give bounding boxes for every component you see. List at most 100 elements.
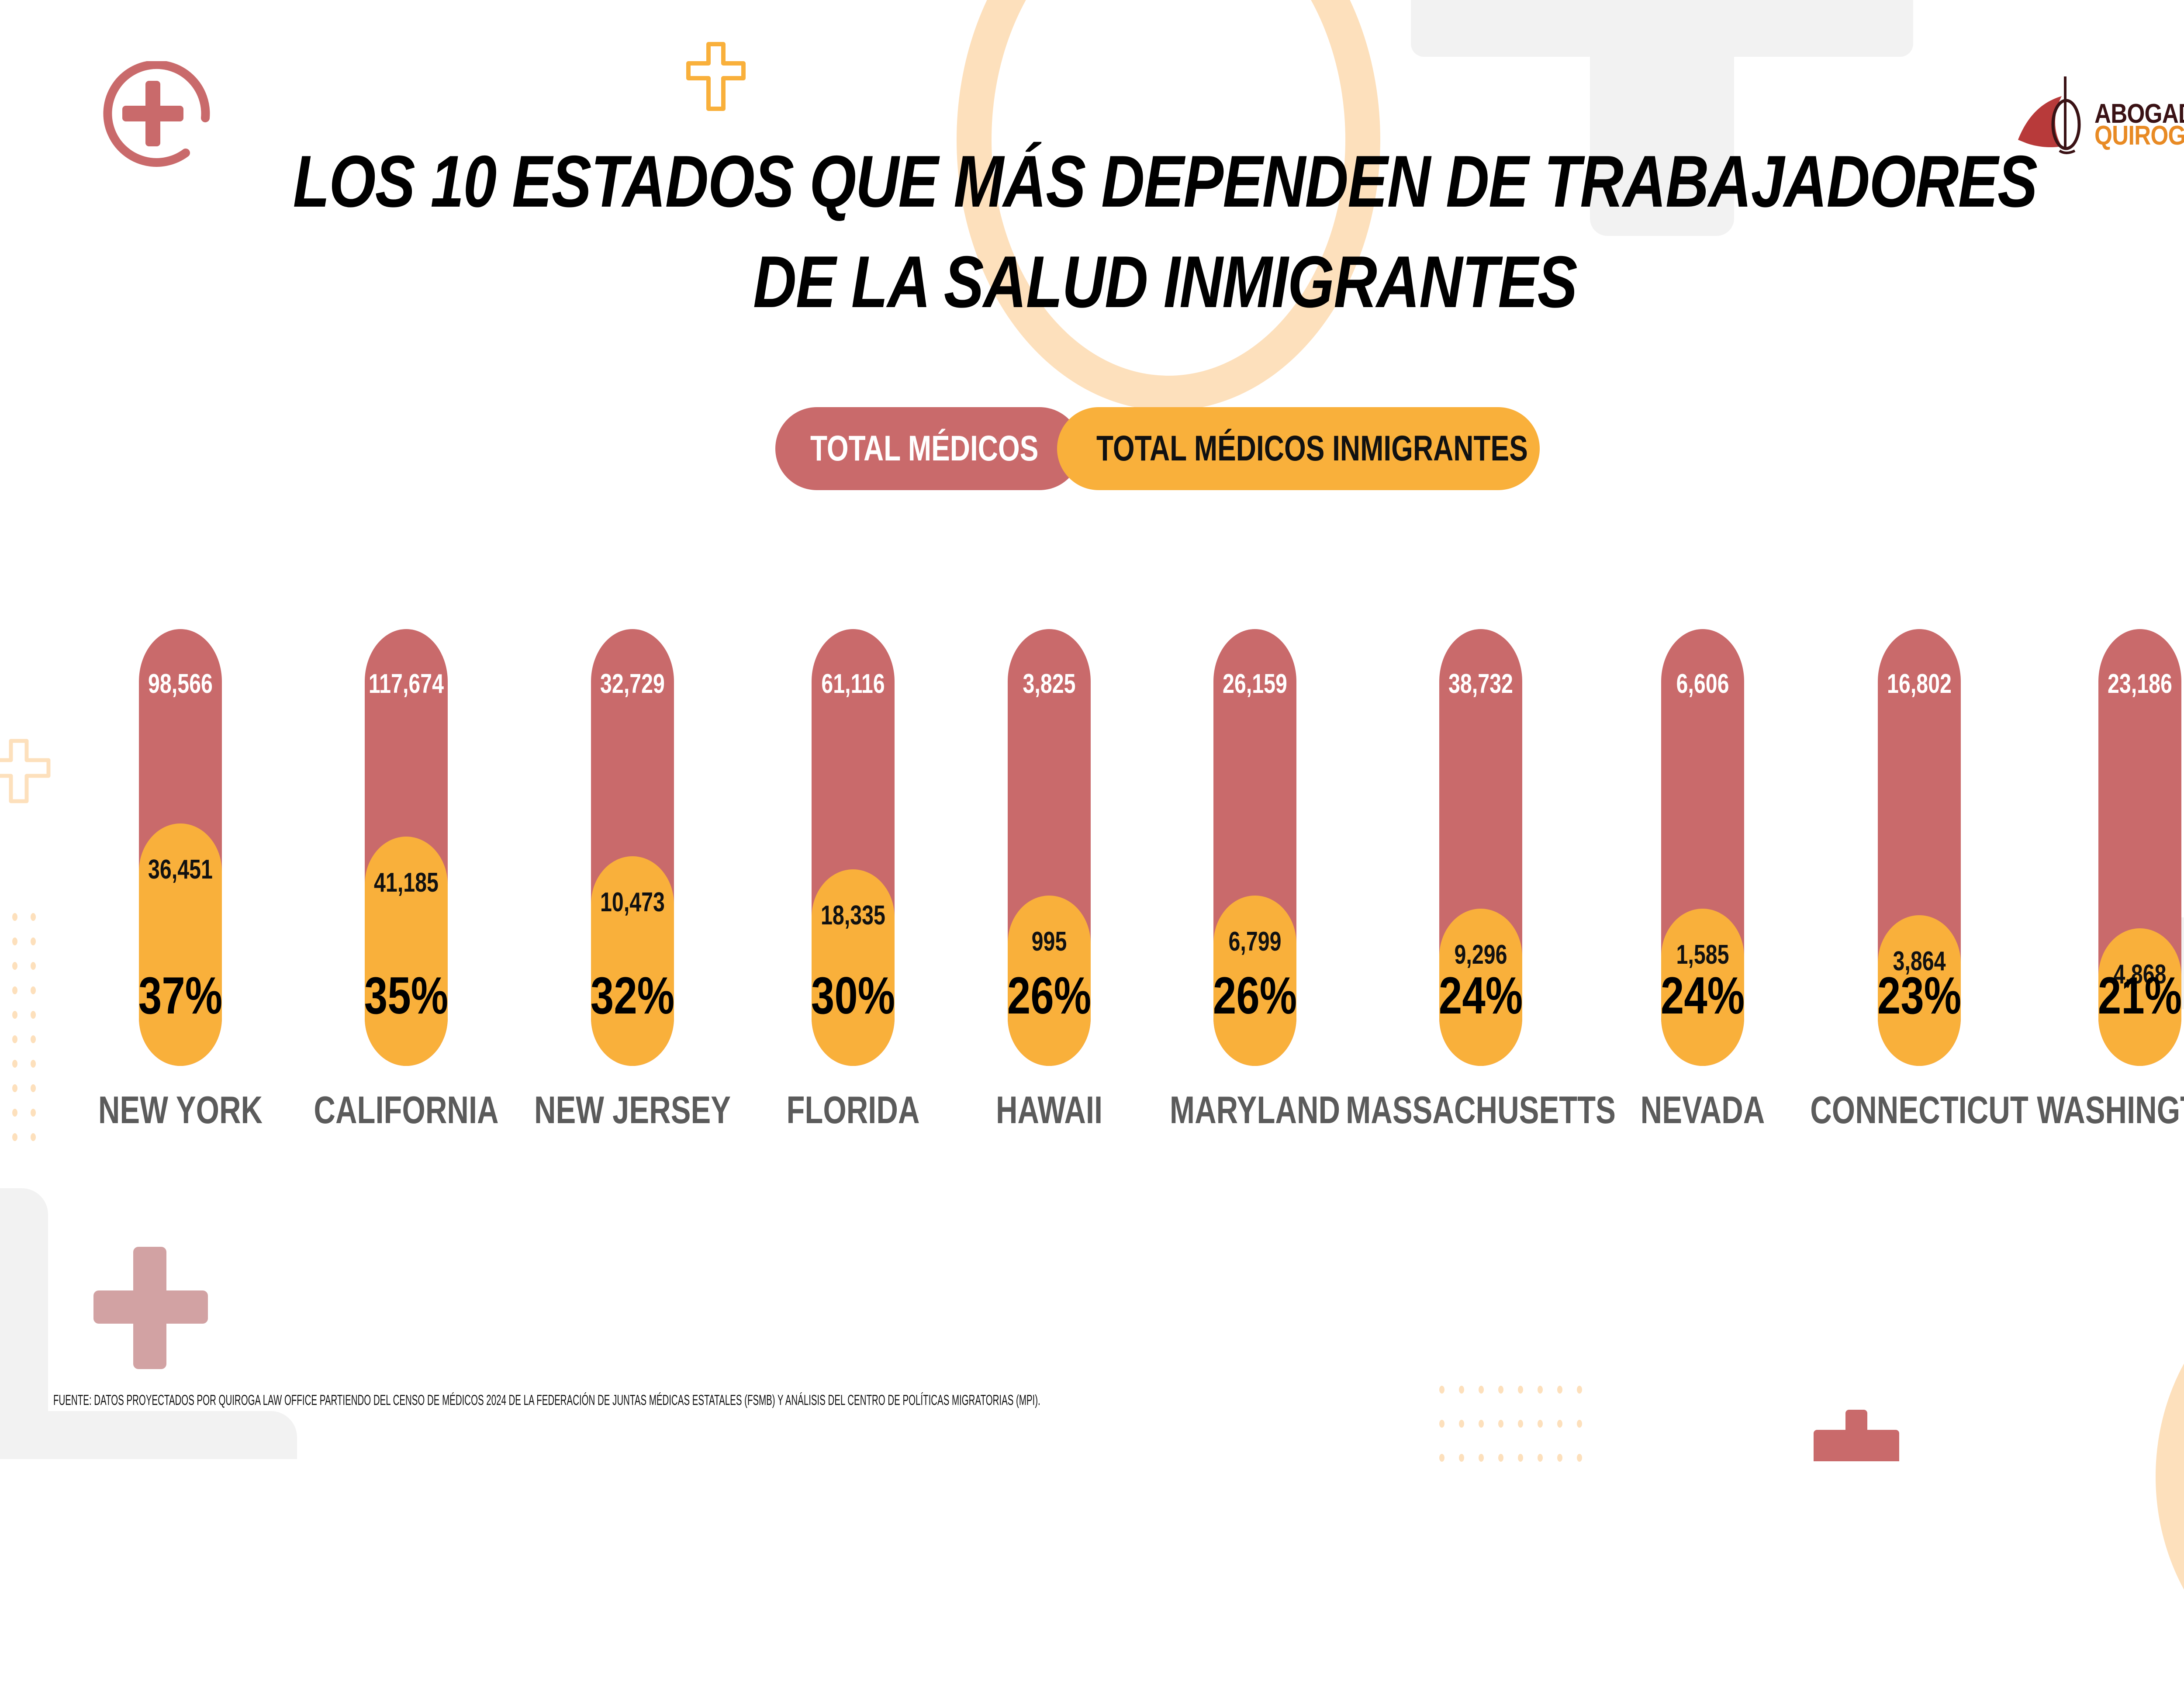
- data-label-immigrant: 41,185: [374, 868, 439, 898]
- data-label-percent: 24%: [1660, 966, 1745, 1025]
- plus-cross-icon: [686, 42, 746, 111]
- plus-cross-icon: [1814, 1410, 1899, 1461]
- decorative-dot: [31, 913, 36, 921]
- logo-text-quiroga: QUIROGA: [2094, 121, 2184, 151]
- brand-logo: ABOGADO QUIROGA ®: [2009, 74, 2184, 162]
- data-label-immigrant: 3,864: [1893, 946, 1946, 976]
- decorative-dot: [1479, 1386, 1484, 1394]
- quiroga-logo-icon: [2018, 76, 2081, 154]
- plus-cross-icon: [0, 739, 51, 803]
- decorative-dot: [1577, 1420, 1582, 1428]
- x-tick-label: NEW JERSEY: [534, 1088, 731, 1131]
- bar-medicos-inmigrantes: [1008, 896, 1091, 1066]
- data-label-total: 117,674: [368, 669, 444, 699]
- decorative-dot: [1518, 1420, 1523, 1428]
- x-tick-label: NEW YORK: [98, 1088, 263, 1131]
- decorative-dot: [12, 1133, 17, 1141]
- decorative-dot: [1577, 1386, 1582, 1394]
- x-tick-label: NEVADA: [1640, 1088, 1765, 1131]
- decorative-dot: [1439, 1386, 1444, 1394]
- bar-medicos-inmigrantes: [1439, 909, 1522, 1066]
- data-label-total: 3,825: [1023, 669, 1076, 699]
- decorative-dot: [31, 1109, 36, 1117]
- chart-legend: TOTAL MÉDICOS TOTAL MÉDICOS INMIGRANTES: [775, 407, 1540, 490]
- source-note: FUENTE: DATOS PROYECTADOS POR QUIROGA LA…: [53, 1392, 1040, 1408]
- title-line-2: DE LA SALUD INMIGRANTES: [753, 241, 1577, 323]
- data-label-total: 98,566: [148, 669, 213, 699]
- decorative-dot: [1557, 1386, 1562, 1394]
- data-label-percent: 26%: [1213, 966, 1297, 1025]
- logo-text-abogado: ABOGADO: [2094, 99, 2184, 129]
- decorative-dot: [1538, 1386, 1543, 1394]
- decorative-dot: [12, 1084, 17, 1092]
- bar-medicos-inmigrantes: [1661, 909, 1744, 1066]
- decorative-dot: [31, 1084, 36, 1092]
- x-tick-label: WASHINGTON: [2037, 1088, 2184, 1131]
- decorative-dot: [12, 937, 17, 945]
- bar-medicos-inmigrantes: [139, 823, 222, 1066]
- data-label-total: 16,802: [1887, 669, 1952, 699]
- x-tick-label: HAWAII: [995, 1088, 1103, 1131]
- bar-medicos-inmigrantes: [365, 837, 448, 1066]
- data-label-immigrant: 18,335: [821, 900, 885, 931]
- legend-label-immigrant: TOTAL MÉDICOS INMIGRANTES: [1096, 429, 1528, 468]
- decorative-dot: [1459, 1386, 1464, 1394]
- legend-item-total: TOTAL MÉDICOS: [775, 407, 1081, 490]
- decorative-dot: [31, 1035, 36, 1043]
- data-label-percent: 23%: [1877, 966, 1962, 1025]
- decorative-gray-shape: [0, 1411, 297, 1459]
- bar-medicos-inmigrantes: [812, 869, 895, 1066]
- decorative-dot-grid: [12, 913, 36, 1141]
- decorative-dot: [12, 1109, 17, 1117]
- data-label-total: 38,732: [1448, 669, 1513, 699]
- decorative-gray-cross: [1590, 0, 1734, 236]
- decorative-dot: [31, 962, 36, 970]
- decorative-dot-grid: [1439, 1386, 1582, 1462]
- decorative-dot: [1498, 1420, 1503, 1428]
- data-label-immigrant: 9,296: [1454, 940, 1507, 970]
- data-label-immigrant: 36,451: [148, 854, 213, 885]
- page-title: LOS 10 ESTADOS QUE MÁS DEPENDEN DE TRABA…: [210, 131, 2120, 332]
- bar-medicos-inmigrantes: [591, 856, 674, 1066]
- decorative-dot: [1439, 1420, 1444, 1428]
- decorative-dot: [1498, 1386, 1503, 1394]
- data-label-total: 26,159: [1223, 669, 1287, 699]
- data-label-immigrant: 10,473: [600, 887, 665, 917]
- decorative-dot: [1518, 1386, 1523, 1394]
- data-label-immigrant: 6,799: [1228, 927, 1282, 957]
- decorative-dot: [31, 1133, 36, 1141]
- data-label-percent: 24%: [1438, 966, 1523, 1025]
- bar-chart: 98,566 36,451 37% NEW YORK 117,674 41,185 35% C…: [98, 629, 2184, 1131]
- data-label-total: 23,186: [2108, 669, 2172, 699]
- decorative-dot: [31, 937, 36, 945]
- decorative-dot: [31, 1060, 36, 1068]
- legend-label-total: TOTAL MÉDICOS: [810, 429, 1039, 468]
- decorative-dot: [31, 1011, 36, 1019]
- data-label-immigrant: 995: [1031, 927, 1067, 957]
- data-label-percent: 21%: [2098, 966, 2182, 1025]
- medical-cross-in-circle-icon: [103, 61, 210, 167]
- decorative-dot: [12, 986, 17, 994]
- decorative-dot: [31, 986, 36, 994]
- data-label-total: 32,729: [600, 669, 665, 699]
- x-tick-label: MARYLAND: [1169, 1088, 1341, 1131]
- plus-cross-icon: [93, 1247, 208, 1369]
- bar-medicos-inmigrantes: [2098, 928, 2181, 1066]
- data-label-total: 61,116: [821, 669, 885, 699]
- data-label-percent: 37%: [138, 966, 223, 1025]
- data-label-immigrant: 4,868: [2113, 959, 2167, 989]
- data-label-immigrant: 1,585: [1676, 940, 1729, 970]
- x-tick-label: CALIFORNIA: [314, 1088, 499, 1131]
- decorative-dot: [1479, 1420, 1484, 1428]
- data-label-percent: 30%: [811, 966, 895, 1025]
- decorative-dot: [12, 1060, 17, 1068]
- decorative-dot: [12, 913, 17, 921]
- x-tick-label: MASSACHUSETTS: [1346, 1088, 1616, 1131]
- decorative-dot: [1557, 1420, 1562, 1428]
- legend-item-immigrant: TOTAL MÉDICOS INMIGRANTES: [1057, 407, 1540, 490]
- data-label-percent: 26%: [1007, 966, 1092, 1025]
- decorative-dot: [12, 1035, 17, 1043]
- title-line-1: LOS 10 ESTADOS QUE MÁS DEPENDEN DE TRABA…: [293, 140, 2038, 222]
- x-tick-label: FLORIDA: [786, 1088, 920, 1131]
- x-tick-label: CONNECTICUT: [1810, 1088, 2028, 1131]
